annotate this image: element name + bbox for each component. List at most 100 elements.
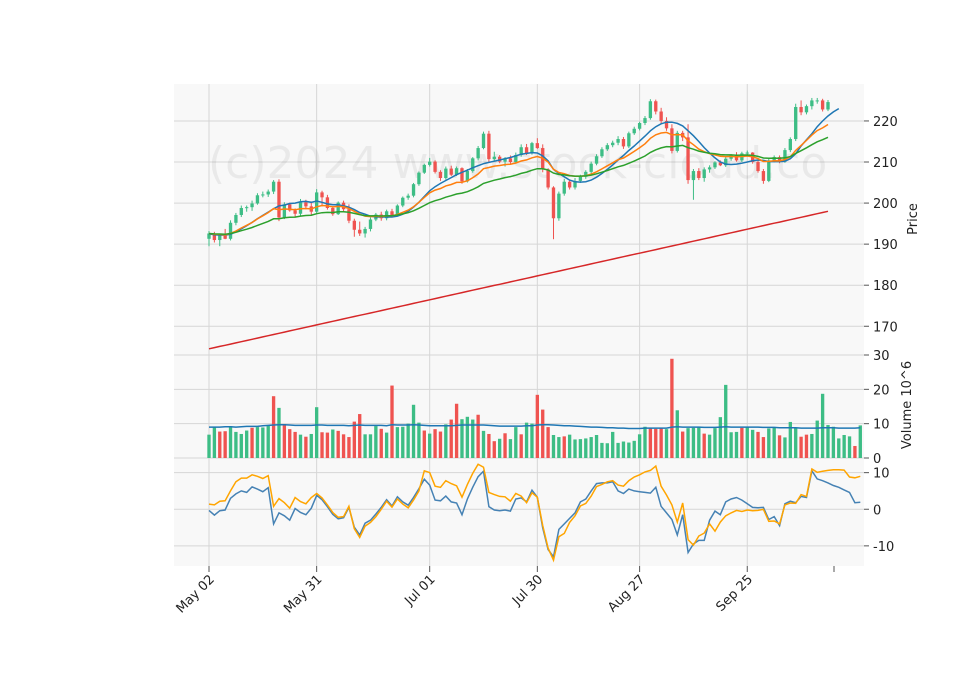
candle-body: [460, 168, 464, 182]
oscillator-line-a: [208, 468, 861, 559]
candle-body: [234, 214, 238, 223]
volume-bar: [750, 429, 755, 458]
candle-body: [794, 106, 798, 140]
candle-body: [777, 157, 782, 162]
volume-bar: [573, 439, 577, 458]
volume-bar: [471, 419, 475, 458]
candle-body: [384, 211, 389, 219]
price-tick-label: 200: [873, 197, 898, 212]
candle-body: [438, 171, 443, 179]
candle-body: [433, 161, 437, 172]
volume-bar: [401, 426, 405, 458]
volume-bar: [428, 433, 432, 458]
price-tick-label: 170: [873, 320, 898, 335]
candle-body: [481, 133, 486, 149]
volume-bar: [277, 407, 281, 458]
volume-bar: [594, 434, 599, 458]
volume-axis-label: Volume 10^6: [900, 361, 915, 449]
volume-bar: [422, 430, 426, 458]
volume-tick-label: 30: [873, 349, 890, 364]
volume-bar: [724, 384, 728, 458]
ma-long-line: [208, 210, 829, 350]
volume-bar: [465, 416, 470, 458]
candle-body: [820, 100, 825, 110]
candle-body: [654, 101, 658, 112]
volume-bar: [309, 433, 313, 458]
volume-bar: [810, 433, 814, 458]
candle-body: [218, 235, 222, 241]
volume-bar: [718, 417, 723, 458]
volume-bar: [654, 428, 658, 458]
volume-bar: [481, 430, 486, 458]
candle-body: [358, 229, 362, 234]
volume-bar: [417, 422, 421, 458]
candle-body: [648, 101, 653, 119]
volume-bar: [831, 426, 836, 458]
oscillator-tick-label: 10: [873, 467, 890, 482]
volume-bar: [562, 436, 566, 458]
candle-body: [277, 181, 281, 218]
x-tick-label: Sep 25: [714, 572, 757, 615]
candle-body: [562, 181, 566, 194]
volume-bar: [325, 432, 330, 458]
volume-bar: [702, 433, 706, 458]
volume-bar: [395, 427, 400, 458]
candle-body: [524, 147, 529, 153]
ma-slow-line: [208, 136, 829, 236]
volume-bar: [541, 409, 545, 458]
candle-body: [395, 205, 400, 216]
volume-bar: [847, 436, 852, 458]
volume-bar: [535, 394, 540, 458]
candle-body: [724, 158, 728, 166]
volume-bar: [234, 431, 238, 458]
volume-bar: [600, 442, 604, 458]
volume-tick-label: 20: [873, 383, 890, 398]
candle-body: [497, 156, 502, 162]
volume-bar: [239, 433, 243, 458]
volume-bar: [616, 442, 620, 458]
candle-body: [546, 169, 550, 188]
watermark-text: (c)2024 www.stock-cloud.co: [208, 138, 827, 189]
candle-body: [207, 233, 211, 239]
ma-fast-line: [208, 107, 840, 236]
volume-bar: [250, 427, 254, 458]
volume-bar: [756, 431, 760, 458]
volume-bar: [374, 426, 378, 458]
candle-body: [293, 210, 297, 214]
volume-bar: [605, 443, 609, 458]
volume-bar: [218, 431, 222, 458]
candle-body: [503, 158, 507, 162]
volume-bar: [358, 414, 362, 458]
candle-body: [390, 211, 394, 216]
volume-tick-label: 0: [873, 452, 881, 467]
volume-bar: [304, 436, 308, 458]
candle-body: [514, 155, 518, 163]
candle-body: [368, 219, 373, 229]
volume-bar: [686, 428, 690, 458]
volume-bar: [336, 430, 340, 458]
volume-bar: [487, 433, 491, 458]
volume-bar: [794, 427, 798, 458]
volume-bar: [783, 437, 787, 458]
candle-body: [761, 171, 766, 181]
candle-body: [799, 106, 803, 113]
volume-bar: [438, 431, 443, 458]
candle-body: [804, 106, 809, 113]
volume-bar: [670, 358, 674, 458]
volume-bar: [627, 442, 631, 458]
x-tick-label: May 31: [281, 572, 325, 616]
volume-bar: [449, 419, 453, 458]
volume-bar: [433, 429, 437, 458]
volume-bar: [271, 396, 276, 458]
candle-body: [589, 163, 593, 172]
candle-body: [261, 194, 265, 196]
candle-body: [223, 235, 227, 239]
price-panel-bg: [174, 84, 864, 355]
volume-bar: [245, 430, 249, 458]
oscillator-line-b: [208, 463, 861, 563]
volume-bar: [503, 433, 507, 458]
volume-bar: [643, 426, 647, 458]
volume-ma-line: [209, 423, 861, 430]
candle-body: [675, 132, 679, 151]
candle-body: [471, 158, 475, 172]
